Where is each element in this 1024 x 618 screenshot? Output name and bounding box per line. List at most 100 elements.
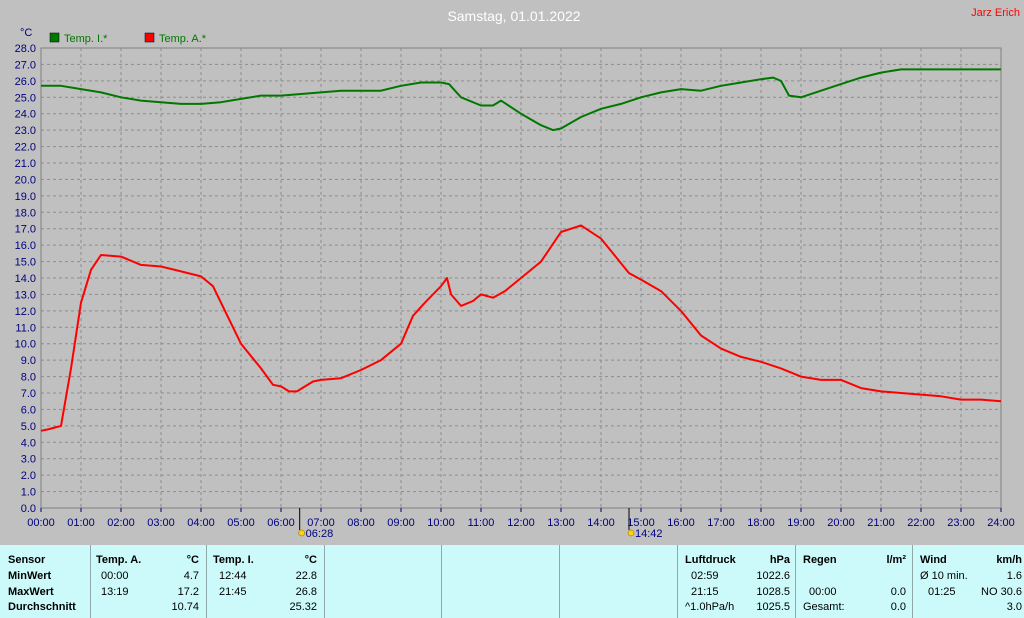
x-tick-label: 16:00	[667, 517, 695, 529]
pressure-max-time: 21:15	[691, 586, 719, 598]
temp-a-min-value: 4.7	[183, 570, 199, 582]
y-tick-label: 25.0	[15, 92, 36, 104]
y-tick-label: 15.0	[15, 257, 36, 269]
wind-unit: km/h	[996, 554, 1022, 566]
x-tick-label: 13:00	[547, 517, 575, 529]
x-tick-label: 07:00	[307, 517, 335, 529]
col-empty-1	[324, 545, 441, 618]
chart-area: Samstag, 01.01.2022 Jarz Erich °C Temp. …	[15, 7, 1020, 540]
y-tick-label: 5.0	[21, 421, 36, 433]
wind-direction-value: NO 30.6	[981, 586, 1022, 598]
sunrise-sun-icon	[298, 529, 305, 537]
pressure-trend-value: 1025.5	[756, 601, 790, 613]
x-tick-label: 04:00	[187, 517, 215, 529]
temp-i-min-time: 12:44	[219, 570, 247, 582]
sunset-sun-icon	[627, 529, 635, 537]
temp-a-unit: °C	[186, 554, 199, 566]
x-tick-label: 06:00	[267, 517, 295, 529]
y-tick-label: 9.0	[21, 355, 36, 367]
y-tick-label: 10.0	[15, 339, 36, 351]
y-tick-label: 8.0	[21, 372, 36, 384]
y-axis-ticks: 0.0 1.0 2.0 3.0 4.0 5.0 6.0 7.0 8.0 9.0 10.0 11.0 12…	[15, 43, 36, 515]
x-tick-label: 21:00	[867, 517, 895, 529]
x-tick-label: 03:00	[147, 517, 175, 529]
wind-last-value: 3.0	[1006, 601, 1022, 613]
legend-swatch-inside	[49, 32, 60, 43]
x-tick-label: 15:00	[627, 517, 655, 529]
x-tick-label: 10:00	[427, 517, 455, 529]
x-tick-label: 20:00	[827, 517, 855, 529]
y-tick-label: 27.0	[15, 59, 36, 71]
y-tick-label: 21.0	[15, 158, 36, 170]
pressure-trend-label: ^1.0hPa/h	[685, 601, 735, 613]
y-tick-label: 6.0	[21, 404, 36, 416]
min-row-label: MinWert	[8, 570, 52, 582]
col-wind: Wind km/h Ø 10 min. 1.6 01:25 NO 30.6 3.…	[912, 545, 1024, 618]
temp-a-header: Temp. A.	[96, 554, 142, 566]
y-tick-label: 12.0	[15, 306, 36, 318]
y-tick-label: 18.0	[15, 207, 36, 219]
temp-i-header: Temp. I.	[213, 554, 254, 566]
x-tick-label: 09:00	[387, 517, 415, 529]
col-temp-a: Temp. A. °C 00:00 4.7 13:19 17.2 10.74	[90, 545, 206, 618]
y-tick-label: 7.0	[21, 388, 36, 400]
y-tick-label: 24.0	[15, 109, 36, 121]
temp-i-max-value: 26.8	[295, 586, 317, 598]
temp-a-avg-value: 10.74	[171, 601, 199, 613]
rain-value: 0.0	[890, 586, 906, 598]
series-lines	[40, 68, 1002, 432]
y-tick-label: 23.0	[15, 125, 36, 137]
pressure-max-value: 1028.5	[756, 586, 790, 598]
sunrise-time-label: 06:28	[306, 528, 334, 540]
temp-a-max-time: 13:19	[101, 586, 129, 598]
rain-total-value: 0.0	[890, 601, 906, 613]
col-empty-3	[559, 545, 677, 618]
rain-header: Regen	[803, 554, 837, 566]
y-tick-label: 16.0	[15, 240, 36, 252]
pressure-min-value: 1022.6	[756, 570, 790, 582]
y-tick-label: 17.0	[15, 224, 36, 236]
x-tick-label: 08:00	[347, 517, 375, 529]
y-tick-label: 13.0	[15, 289, 36, 301]
x-tick-label: 19:00	[787, 517, 815, 529]
x-tick-label: 14:00	[587, 517, 615, 529]
col-rain: Regen l/m² 00:00 0.0 Gesamt: 0.0	[795, 545, 912, 618]
col-sensor: Sensor MinWert MaxWert Durchschnitt	[0, 545, 90, 618]
y-tick-label: 14.0	[15, 273, 36, 285]
series-line-outside	[40, 224, 1002, 432]
y-tick-label: 1.0	[21, 487, 36, 499]
temp-i-unit: °C	[304, 554, 317, 566]
pressure-header: Luftdruck	[685, 554, 736, 566]
max-row-label: MaxWert	[8, 586, 54, 598]
wind-time: 01:25	[928, 586, 956, 598]
y-tick-label: 4.0	[21, 437, 36, 449]
sensor-header: Sensor	[8, 554, 46, 566]
temp-i-max-time: 21:45	[219, 586, 247, 598]
temp-i-avg-value: 25.32	[289, 601, 317, 613]
y-tick-label: 19.0	[15, 191, 36, 203]
x-tick-label: 22:00	[907, 517, 935, 529]
legend-swatch-outside	[144, 32, 155, 43]
y-tick-label: 28.0	[15, 43, 36, 55]
y-tick-label: 26.0	[15, 76, 36, 88]
legend-label-inside: Temp. I.*	[64, 33, 108, 45]
sun-markers: 06:28 14:42	[298, 508, 663, 540]
col-empty-2	[441, 545, 559, 618]
x-tick-label: 17:00	[707, 517, 735, 529]
temp-a-max-value: 17.2	[177, 586, 199, 598]
legend-label-outside: Temp. A.*	[159, 33, 207, 45]
rain-unit: l/m²	[886, 554, 906, 566]
series-line-inside	[41, 68, 1001, 132]
wind-avg-label: Ø 10 min.	[920, 570, 968, 582]
y-tick-label: 3.0	[21, 454, 36, 466]
x-axis-ticks: 00:00 01:00 02:00 03:00 04:00 05:00 06:00 07:00…	[27, 508, 1015, 529]
author-label: Jarz Erich	[971, 7, 1020, 19]
legend: Temp. I.* Temp. A.*	[49, 32, 207, 45]
avg-row-label: Durchschnitt	[8, 601, 76, 613]
x-tick-label: 23:00	[947, 517, 975, 529]
x-tick-label: 00:00	[27, 517, 55, 529]
pressure-unit: hPa	[769, 554, 790, 566]
temp-i-min-value: 22.8	[295, 570, 317, 582]
x-tick-label: 02:00	[107, 517, 135, 529]
y-tick-label: 2.0	[21, 470, 36, 482]
